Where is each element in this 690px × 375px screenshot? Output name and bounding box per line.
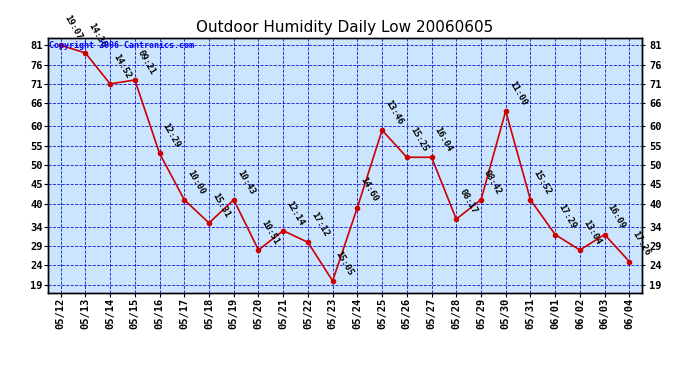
Text: 16:04: 16:04 <box>433 126 454 153</box>
Text: 10:51: 10:51 <box>259 218 281 246</box>
Text: 12:14: 12:14 <box>284 199 306 227</box>
Text: 19:07: 19:07 <box>62 13 83 41</box>
Text: 14:36: 14:36 <box>87 21 108 49</box>
Text: Copyright 2006 Cantronics.com: Copyright 2006 Cantronics.com <box>49 41 194 50</box>
Text: 14:60: 14:60 <box>359 176 380 204</box>
Text: 13:04: 13:04 <box>581 218 602 246</box>
Text: 08:17: 08:17 <box>457 188 479 215</box>
Text: 08:42: 08:42 <box>482 168 504 196</box>
Text: 17:29: 17:29 <box>556 203 578 231</box>
Text: 17:26: 17:26 <box>631 230 652 258</box>
Text: 15:52: 15:52 <box>532 168 553 196</box>
Text: 13:46: 13:46 <box>384 99 404 126</box>
Text: 17:12: 17:12 <box>309 211 331 238</box>
Text: 16:09: 16:09 <box>606 203 627 231</box>
Text: 09:21: 09:21 <box>136 48 157 76</box>
Text: 10:00: 10:00 <box>186 168 207 196</box>
Text: 11:00: 11:00 <box>507 79 528 107</box>
Text: 15:05: 15:05 <box>334 249 355 277</box>
Text: 15:25: 15:25 <box>408 126 429 153</box>
Text: 10:43: 10:43 <box>235 168 256 196</box>
Title: Outdoor Humidity Daily Low 20060605: Outdoor Humidity Daily Low 20060605 <box>197 20 493 35</box>
Text: 14:52: 14:52 <box>111 52 132 80</box>
Text: 15:31: 15:31 <box>210 191 231 219</box>
Text: 12:29: 12:29 <box>161 122 182 150</box>
